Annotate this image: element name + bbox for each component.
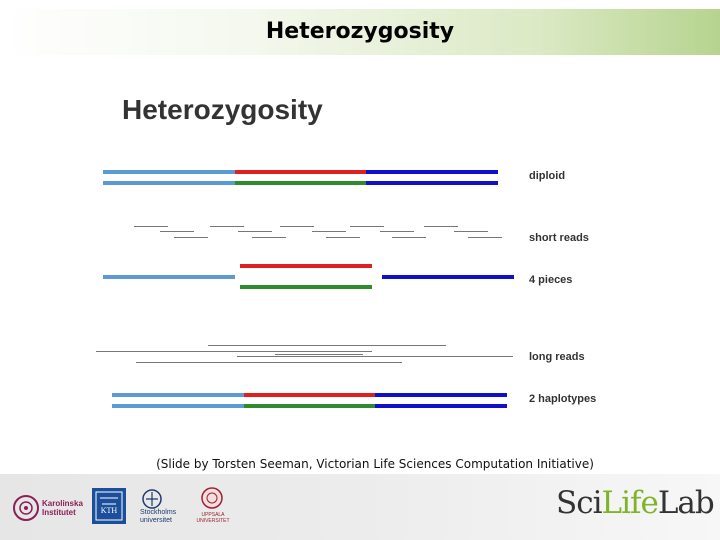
- short-read: [238, 231, 272, 232]
- haplotype1-middle: [244, 393, 375, 397]
- piece-green-middle: [240, 285, 372, 289]
- short-read: [326, 237, 360, 238]
- label-long-reads: long reads: [529, 351, 585, 363]
- short-read: [350, 226, 384, 227]
- haplotype2-right: [375, 404, 507, 408]
- short-read: [252, 237, 286, 238]
- piece-red-middle: [240, 264, 372, 268]
- short-read: [280, 226, 314, 227]
- short-read: [454, 231, 488, 232]
- piece-shared-left: [103, 275, 235, 279]
- footer-bar: Karolinska Institutet KTH Stockholms uni…: [0, 474, 720, 540]
- label-diploid: diploid: [529, 170, 566, 182]
- scilifelab-logo: SciLifeLab: [556, 485, 715, 521]
- diagram-title: Heterozygosity: [122, 94, 323, 125]
- short-read: [210, 226, 244, 227]
- diploid-hap1-middle: [235, 170, 366, 174]
- diploid-hap2-right: [366, 181, 498, 185]
- kth-logo: KTH: [92, 488, 126, 524]
- scilifelab-sci: Sci: [556, 485, 603, 521]
- short-read: [160, 231, 194, 232]
- haplotype2-left: [112, 404, 244, 408]
- short-read: [380, 231, 414, 232]
- short-read: [134, 226, 168, 227]
- stockholms-text: Stockholms universitet: [140, 509, 177, 524]
- diploid-hap2-left: [103, 181, 235, 185]
- stockholms-universitet-logo: Stockholms universitet: [140, 488, 188, 528]
- long-read: [237, 356, 513, 357]
- kth-text: KTH: [100, 506, 118, 515]
- haplotype1-left: [112, 393, 244, 397]
- long-read: [96, 351, 372, 352]
- scilifelab-lab: Lab: [657, 485, 715, 521]
- karolinska-institutet-logo: Karolinska Institutet: [12, 492, 83, 526]
- diploid-hap1-left: [103, 170, 235, 174]
- short-read: [312, 231, 346, 232]
- header-bar: Heterozygosity: [0, 9, 720, 55]
- label-2-haplotypes: 2 haplotypes: [529, 393, 597, 405]
- short-read: [424, 226, 458, 227]
- piece-shared-right: [382, 275, 514, 279]
- uppsala-universitet-logo: UPPSALA UNIVERSITET: [192, 486, 232, 528]
- diploid-hap1-right: [366, 170, 498, 174]
- heterozygosity-diagram: Heterozygosity diploid short reads 4 pie…: [92, 80, 608, 446]
- short-read: [468, 237, 502, 238]
- short-read: [174, 237, 208, 238]
- scilifelab-life: Life: [601, 485, 659, 521]
- long-read: [208, 345, 446, 346]
- diploid-hap2-middle: [235, 181, 366, 185]
- slide-caption: (Slide by Torsten Seeman, Victorian Life…: [156, 457, 594, 471]
- haplotype2-middle: [244, 404, 375, 408]
- uppsala-text: UPPSALA UNIVERSITET: [196, 512, 230, 524]
- karolinska-text: Karolinska Institutet: [42, 499, 83, 517]
- label-short-reads: short reads: [529, 232, 589, 244]
- long-read: [275, 354, 363, 355]
- label-4-pieces: 4 pieces: [529, 274, 573, 286]
- page-title: Heterozygosity: [265, 19, 455, 44]
- haplotype1-right: [375, 393, 507, 397]
- short-read: [392, 237, 426, 238]
- long-read: [136, 362, 402, 363]
